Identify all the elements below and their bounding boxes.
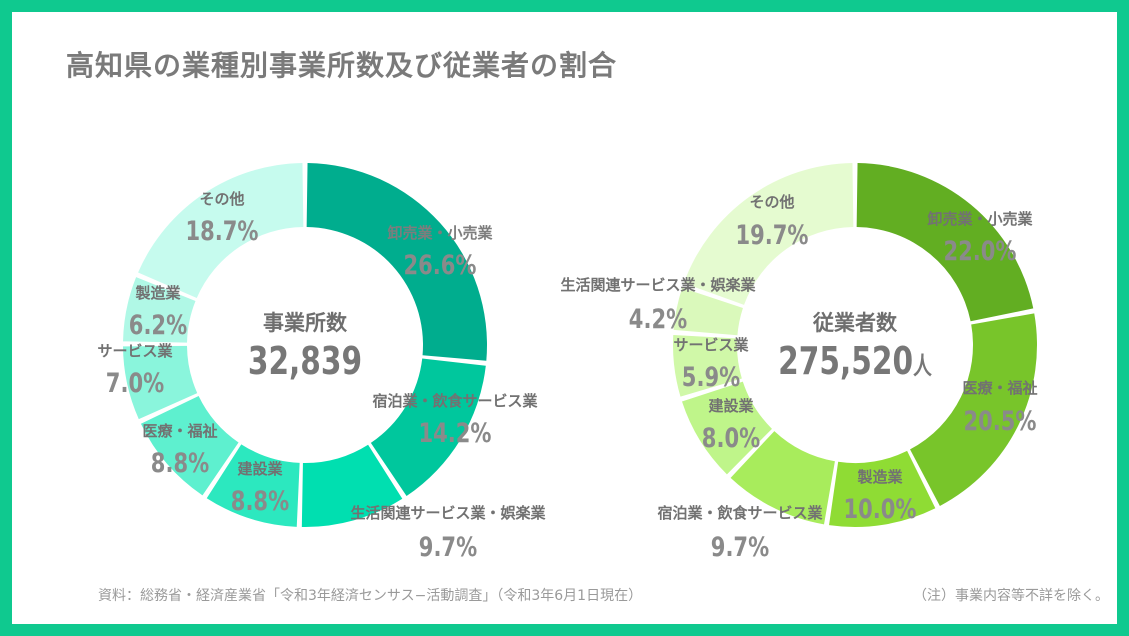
center-value: 32,839 — [248, 339, 362, 384]
center-label: 従業者数 — [812, 311, 898, 335]
slice-label: 製造業 — [134, 284, 181, 302]
slice-value: 8.8% — [231, 485, 289, 516]
slice-label: サービス業 — [673, 336, 749, 354]
donut-slice — [123, 277, 196, 343]
slice-value: 6.2% — [129, 309, 187, 340]
donut-chart-1: 卸売業・小売業 26.6% 宿泊業・飲食サービス業 14.2% 生活関連サービス業・娯楽… — [97, 163, 546, 563]
slice-value: 18.7% — [185, 215, 258, 246]
center-label: 事業所数 — [263, 311, 348, 335]
slice-value: 5.9% — [682, 361, 740, 392]
slice-label: 医療・福祉 — [962, 379, 1037, 397]
donut-slice — [673, 287, 743, 336]
donut-slice — [856, 163, 1034, 322]
slice-label: 卸売業・小売業 — [387, 224, 493, 242]
slice-label: 建設業 — [237, 460, 283, 478]
slice-value: 14.2% — [418, 417, 491, 448]
slice-value: 8.8% — [151, 447, 209, 478]
donut-slice — [681, 381, 772, 475]
footnote: （注）事業内容等不詳を除く。 — [913, 588, 1109, 604]
donut-chart-2: 卸売業・小売業 22.0% 医療・福祉 20.5% 製造業 10.0% 宿泊業・飲食サービス… — [560, 163, 1038, 563]
slice-label: 製造業 — [856, 468, 903, 486]
donut-slice — [730, 431, 835, 525]
slice-value: 20.5% — [963, 405, 1036, 436]
donut-slice — [206, 444, 300, 527]
slice-value: 22.0% — [943, 235, 1016, 266]
donut-slice — [829, 450, 936, 527]
donut-slice — [683, 163, 854, 305]
donut-slice — [140, 396, 239, 496]
slice-label: 宿泊業・飲食サービス業 — [657, 504, 823, 522]
center-value: 275,520人 — [778, 339, 932, 384]
slice-label: 医療・福祉 — [142, 422, 217, 440]
slice-value: 9.7% — [419, 531, 477, 562]
donut-slice — [370, 358, 486, 497]
donut-slice — [138, 163, 304, 298]
slice-label: その他 — [749, 193, 794, 211]
center-unit: 人 — [913, 353, 932, 381]
slice-value: 8.0% — [702, 422, 760, 453]
slice-value: 9.7% — [711, 531, 769, 562]
slice-value: 26.6% — [403, 249, 476, 280]
slice-label: 宿泊業・飲食サービス業 — [372, 392, 538, 410]
donut-slice — [910, 313, 1037, 506]
slice-label: 建設業 — [708, 397, 754, 415]
slice-value: 4.2% — [629, 303, 687, 334]
page-title: 高知県の業種別事業所数及び従業者の割合 — [66, 49, 618, 82]
card — [12, 12, 1117, 624]
donut-slice — [306, 163, 487, 361]
slice-label: 生活関連サービス業・娯楽業 — [560, 276, 756, 294]
slice-value: 19.7% — [735, 219, 808, 250]
slice-label: その他 — [199, 190, 244, 208]
slice-label: サービス業 — [97, 342, 173, 360]
slice-label: 生活関連サービス業・娯楽業 — [350, 504, 546, 522]
slice-value: 7.0% — [106, 367, 164, 398]
slice-value: 10.0% — [843, 493, 916, 524]
donut-slice — [673, 334, 742, 397]
source-note: 資料：総務省・経済産業省「令和3年経済センサス−活動調査」（令和3年6月1日現在… — [98, 588, 643, 604]
donut-slice — [123, 345, 198, 420]
slice-label: 卸売業・小売業 — [927, 210, 1033, 228]
donut-slice — [301, 444, 403, 527]
